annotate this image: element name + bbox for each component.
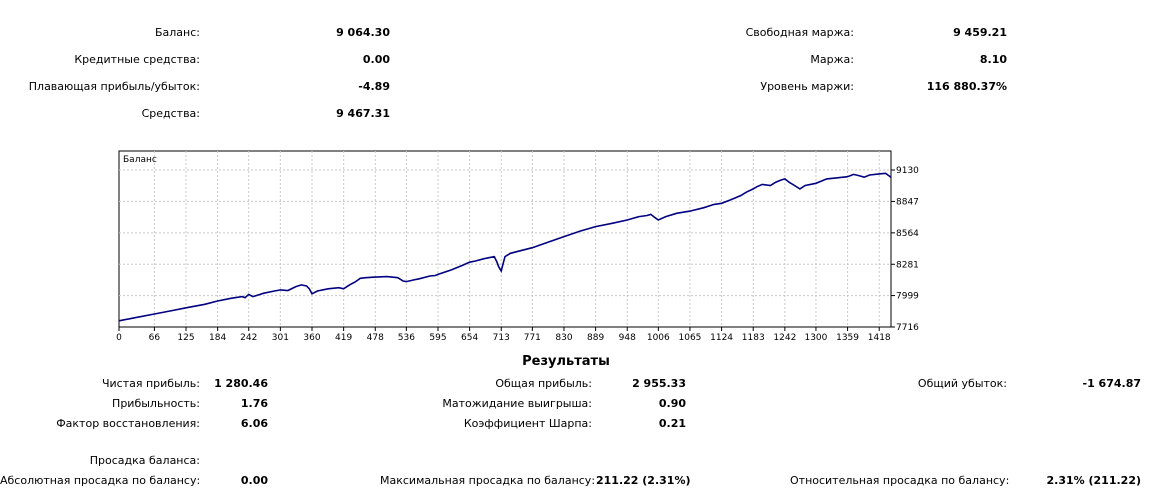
floating-value: -4.89 [358,80,390,93]
x-tick-label: 66 [149,333,161,343]
x-tick-label: 478 [367,333,384,343]
gross-loss-value: -1 674.87 [1082,377,1142,390]
chart-title: Баланс [123,155,157,165]
gross-profit-label: Общая прибыль: [495,377,592,390]
abs-drawdown-value: 0.00 [240,474,268,487]
x-tick-label: 242 [240,333,257,343]
x-tick-label: 419 [335,333,352,343]
floating-label: Плавающая прибыль/убыток: [28,80,200,93]
y-tick-label: 9130 [896,166,919,176]
x-tick-label: 1183 [742,333,765,343]
sharpe-label: Коэффициент Шарпа: [463,417,592,430]
expected-payoff-label: Матожидание выигрыша: [442,397,592,410]
credit-value: 0.00 [362,53,390,66]
x-tick-label: 654 [461,333,478,343]
profit-factor-value: 1.76 [240,397,268,410]
x-tick-label: 1242 [773,333,796,343]
gross-profit-value: 2 955.33 [632,377,686,390]
x-tick-label: 771 [524,333,541,343]
x-tick-label: 889 [587,333,604,343]
chart-frame [118,150,892,328]
x-tick-label: 595 [429,333,446,343]
max-drawdown-value: 211.22 (2.31%) [596,474,691,487]
equity-value: 9 467.31 [336,107,390,120]
balance-value: 9 064.30 [336,26,390,39]
rel-drawdown-label: Относительная просадка по балансу: [790,474,1010,487]
y-tick-label: 8564 [896,229,919,239]
recovery-factor-value: 6.06 [240,417,268,430]
recovery-factor-label: Фактор восстановления: [56,417,200,430]
max-drawdown-label: Максимальная просадка по балансу: [380,474,596,487]
x-tick-label: 125 [177,333,194,343]
x-tick-label: 1006 [647,333,670,343]
net-profit-value: 1 280.46 [214,377,268,390]
sharpe-value: 0.21 [658,417,686,430]
x-tick-label: 360 [303,333,320,343]
y-tick-label: 8847 [896,197,919,207]
y-tick-label: 8281 [896,260,919,270]
expected-payoff-value: 0.90 [658,397,686,410]
x-tick-label: 1418 [868,333,891,343]
drawdown-header: Просадка баланса: [89,454,200,467]
balance-series-line [118,172,892,322]
net-profit-label: Чистая прибыль: [101,377,200,390]
x-tick-label: 1124 [710,333,733,343]
y-tick-label: 7716 [896,323,919,333]
x-tick-label: 948 [619,333,636,343]
margin-level-label: Уровень маржи: [760,80,854,93]
credit-label: Кредитные средства: [74,53,200,66]
x-tick-label: 301 [272,333,289,343]
x-tick-label: 1065 [679,333,702,343]
x-tick-label: 830 [555,333,572,343]
margin-level-value: 116 880.37% [926,80,1007,93]
gross-loss-label: Общий убыток: [917,377,1007,390]
balance-chart: 0 66 125 184 242 301 360 419 478 536 595 654 713 771 8… [116,150,919,343]
free-margin-label: Свободная маржа: [745,26,854,39]
abs-drawdown-label: Абсолютная просадка по балансу: [0,474,201,487]
results-title: Результаты [522,354,610,369]
x-tick-label: 0 [116,333,122,343]
x-tick-label: 1300 [804,333,827,343]
margin-value: 8.10 [979,53,1007,66]
x-tick-label: 713 [493,333,510,343]
balance-label: Баланс: [154,26,200,39]
margin-label: Маржа: [810,53,854,66]
x-tick-label: 536 [398,333,415,343]
rel-drawdown-value: 2.31% (211.22) [1046,474,1142,487]
x-tick-label: 1359 [836,333,859,343]
y-tick-label: 7999 [896,292,919,302]
profit-factor-label: Прибыльность: [112,397,200,410]
x-tick-label: 184 [209,333,226,343]
free-margin-value: 9 459.21 [953,26,1007,39]
equity-label: Средства: [141,107,200,120]
